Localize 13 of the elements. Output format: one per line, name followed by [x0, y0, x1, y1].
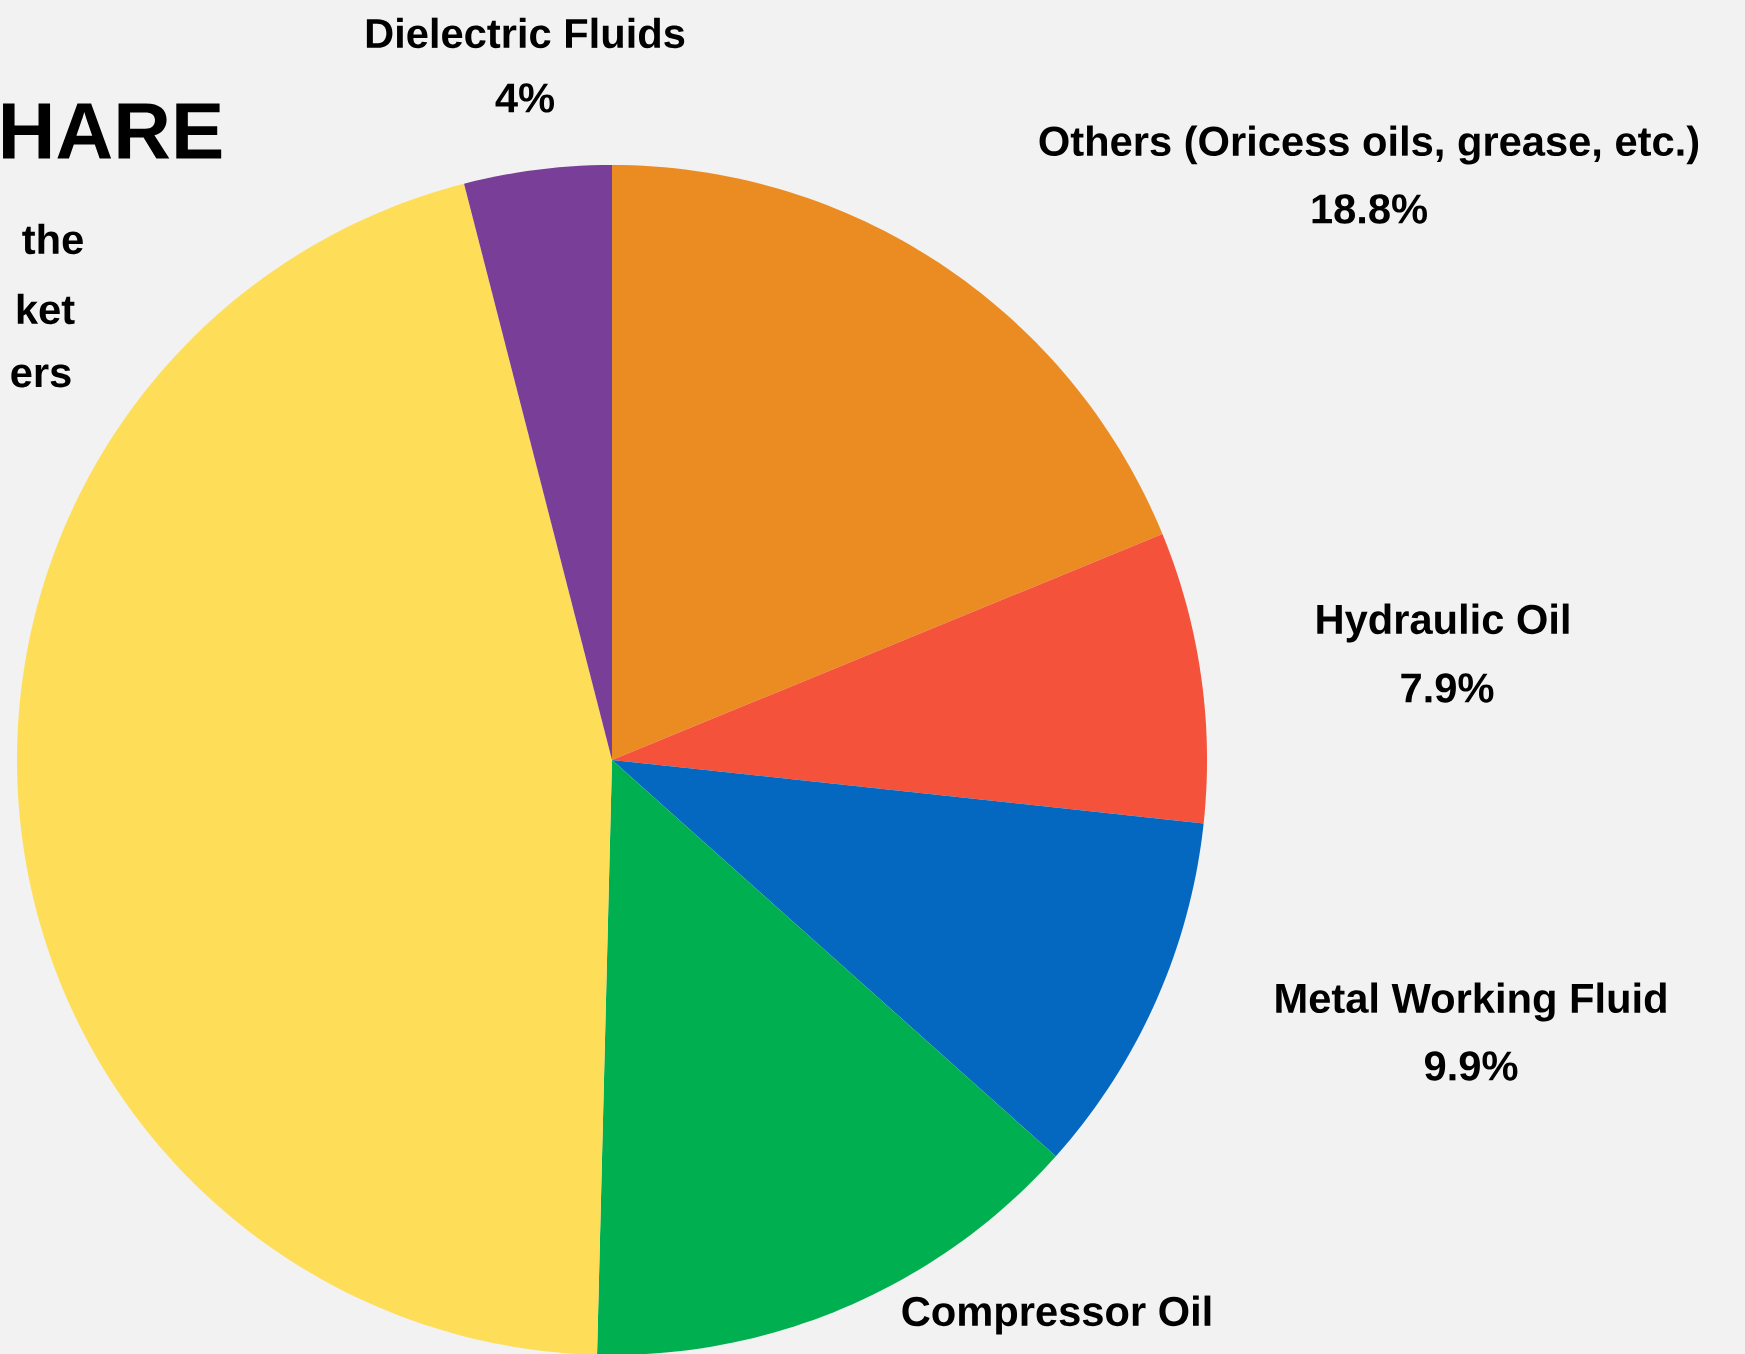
- slice-label: Compressor Oil: [902, 1295, 1211, 1335]
- slice-label: Metal Working Fluid: [1276, 982, 1666, 1022]
- data-label: 9.9%: [1424, 1051, 1518, 1081]
- text: HARE: [3, 103, 222, 159]
- data-label: 7.9%: [1401, 673, 1494, 703]
- text: ers: [11, 364, 71, 388]
- slice-label: Hydraulic Oil: [1317, 603, 1569, 643]
- text: the: [22, 223, 83, 255]
- slice-label: Others (Oricess oils, grease, etc.): [1039, 125, 1699, 165]
- text: ket: [17, 293, 75, 325]
- data-label: 4%: [495, 83, 555, 113]
- slice-label: Dielectric Fluids: [366, 17, 685, 49]
- data-label: 18.8%: [1312, 194, 1427, 224]
